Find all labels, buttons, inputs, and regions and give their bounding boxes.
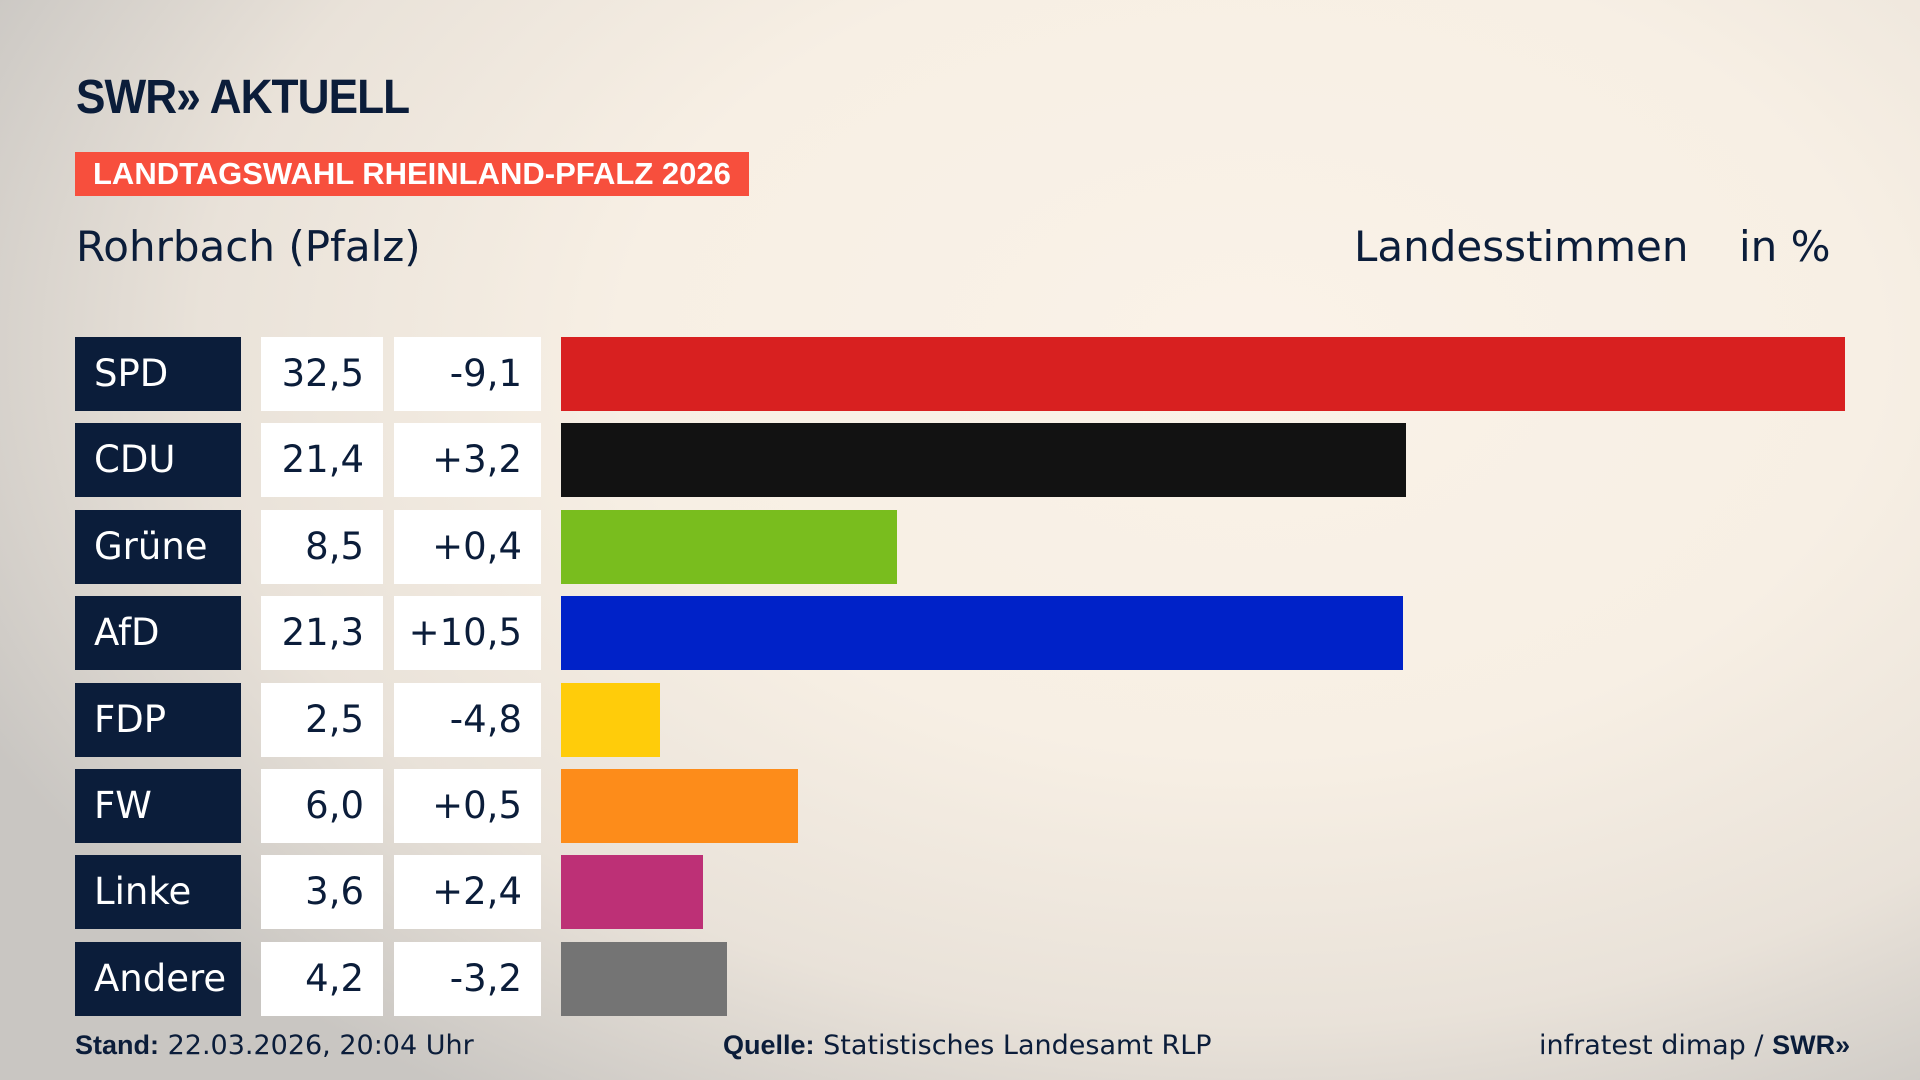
swr-logo: SWR» [1772, 1030, 1851, 1060]
change-label: +0,5 [394, 769, 541, 843]
credit: infratest dimap / SWR» [1539, 1030, 1850, 1061]
swr-aktuell-logo: SWR» AKTUELL [76, 71, 410, 124]
value-label: 3,6 [261, 855, 383, 930]
value-label: 4,2 [261, 941, 383, 1016]
result-row: AfD 21,3 +10,5 [75, 596, 1875, 671]
result-row: CDU 21,4 +3,2 [75, 423, 1875, 498]
election-banner: LANDTAGSWAHL RHEINLAND-PFALZ 2026 [75, 152, 749, 196]
place-title: Rohrbach (Pfalz) [76, 222, 421, 271]
value-label: 21,4 [261, 423, 383, 498]
party-label: FW [75, 769, 241, 843]
change-label: +0,4 [394, 509, 541, 584]
party-label: FDP [75, 682, 241, 757]
result-row: FDP 2,5 -4,8 [75, 682, 1875, 757]
bar-afd [561, 596, 1403, 671]
value-label: 21,3 [261, 596, 383, 671]
change-label: +3,2 [394, 423, 541, 498]
stand-label: Stand: [75, 1030, 159, 1060]
stand-value: 22.03.2026, 20:04 Uhr [167, 1030, 474, 1061]
result-row: FW 6,0 +0,5 [75, 769, 1875, 843]
change-label: -4,8 [394, 682, 541, 757]
bar-linke [561, 855, 704, 930]
change-label: +10,5 [394, 596, 541, 671]
party-label: Andere [75, 941, 241, 1016]
value-label: 2,5 [261, 682, 383, 757]
party-label: AfD [75, 596, 241, 671]
bar-fdp [561, 682, 660, 757]
bar-andere [561, 941, 727, 1016]
value-label: 32,5 [261, 337, 383, 411]
source: Quelle: Statistisches Landesamt RLP [723, 1030, 1212, 1061]
credit-text: infratest dimap / [1539, 1030, 1773, 1061]
bar-cdu [561, 423, 1407, 498]
source-label: Quelle: [723, 1030, 815, 1060]
bar-grüne [561, 509, 897, 584]
party-label: SPD [75, 337, 241, 411]
unit-header: in % [1739, 222, 1831, 271]
timestamp: Stand: 22.03.2026, 20:04 Uhr [75, 1030, 474, 1061]
bar-spd [561, 337, 1845, 411]
bar-fw [561, 769, 799, 843]
value-label: 8,5 [261, 509, 383, 584]
change-label: -9,1 [394, 337, 541, 411]
party-label: CDU [75, 423, 241, 498]
result-row: Andere 4,2 -3,2 [75, 941, 1875, 1016]
value-label: 6,0 [261, 769, 383, 843]
source-value: Statistisches Landesamt RLP [823, 1030, 1212, 1061]
change-label: -3,2 [394, 941, 541, 1016]
party-label: Linke [75, 855, 241, 930]
party-label: Grüne [75, 509, 241, 584]
vote-type-header: Landesstimmen [1354, 222, 1689, 271]
change-label: +2,4 [394, 855, 541, 930]
result-row: Linke 3,6 +2,4 [75, 855, 1875, 930]
result-row: Grüne 8,5 +0,4 [75, 509, 1875, 584]
result-row: SPD 32,5 -9,1 [75, 337, 1875, 411]
